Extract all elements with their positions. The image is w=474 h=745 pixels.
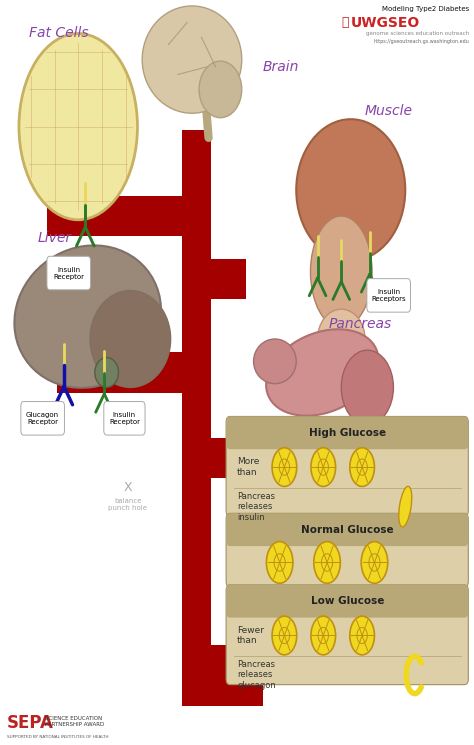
Text: Liver: Liver (37, 231, 72, 245)
Text: SCIENCE EDUCATION
PARTNERSHIP AWARD: SCIENCE EDUCATION PARTNERSHIP AWARD (45, 717, 104, 727)
Text: Fat Cells: Fat Cells (29, 26, 89, 40)
Circle shape (361, 542, 388, 583)
Text: Fewer
than: Fewer than (237, 626, 264, 645)
Circle shape (350, 448, 374, 486)
Ellipse shape (90, 291, 171, 387)
Ellipse shape (142, 6, 242, 113)
Text: Pancreas: Pancreas (328, 317, 392, 331)
FancyBboxPatch shape (226, 585, 468, 685)
Ellipse shape (95, 358, 118, 387)
Circle shape (272, 616, 297, 655)
FancyBboxPatch shape (367, 279, 410, 312)
Ellipse shape (341, 350, 393, 425)
Text: Ⓔ: Ⓔ (341, 16, 349, 29)
Bar (182, 645, 263, 685)
Circle shape (266, 542, 293, 583)
FancyBboxPatch shape (226, 416, 468, 516)
Bar (237, 438, 263, 689)
Circle shape (19, 34, 137, 220)
Text: SEPA: SEPA (7, 714, 54, 732)
Ellipse shape (310, 216, 372, 328)
Ellipse shape (318, 309, 365, 369)
Text: balance
punch hole: balance punch hole (109, 498, 147, 510)
Circle shape (311, 448, 336, 486)
Bar (211, 438, 263, 478)
Text: UWGSEO: UWGSEO (351, 16, 420, 31)
Ellipse shape (399, 486, 412, 527)
Text: Pancreas
releases
insulin: Pancreas releases insulin (237, 492, 275, 522)
FancyBboxPatch shape (226, 585, 468, 618)
Circle shape (272, 448, 297, 486)
FancyBboxPatch shape (226, 513, 468, 587)
Text: Insulin
Receptor: Insulin Receptor (109, 412, 140, 425)
Ellipse shape (296, 119, 405, 261)
Text: Pancreas
releases
glucagon: Pancreas releases glucagon (237, 660, 276, 690)
Text: Brain: Brain (263, 60, 300, 74)
Text: SUPPORTED BY NATIONAL INSTITUTES OF HEALTH: SUPPORTED BY NATIONAL INSTITUTES OF HEAL… (7, 735, 109, 739)
Bar (211, 259, 246, 299)
Bar (47, 196, 182, 236)
Text: Insulin
Receptors: Insulin Receptors (371, 289, 406, 302)
FancyBboxPatch shape (104, 402, 145, 435)
Text: X: X (124, 481, 132, 495)
Bar (57, 352, 182, 393)
Text: genome sciences education outreach: genome sciences education outreach (366, 31, 469, 37)
Ellipse shape (254, 339, 296, 384)
Ellipse shape (266, 329, 379, 416)
Circle shape (311, 616, 336, 655)
Ellipse shape (14, 245, 161, 388)
Text: Low Glucose: Low Glucose (310, 596, 384, 606)
Bar (182, 665, 263, 706)
Text: Glucagon
Receptor: Glucagon Receptor (26, 412, 59, 425)
Text: Muscle: Muscle (365, 104, 413, 118)
Text: https://gseoutreach.gs.washington.edu: https://gseoutreach.gs.washington.edu (374, 39, 469, 44)
FancyBboxPatch shape (47, 256, 91, 290)
Text: More
than: More than (237, 457, 259, 477)
Text: Normal Glucose: Normal Glucose (301, 524, 393, 535)
Text: High Glucose: High Glucose (309, 428, 386, 438)
Circle shape (350, 616, 374, 655)
Ellipse shape (199, 61, 242, 118)
FancyBboxPatch shape (226, 416, 468, 449)
Circle shape (314, 542, 340, 583)
FancyBboxPatch shape (21, 402, 64, 435)
Text: Insulin
Receptor: Insulin Receptor (53, 267, 84, 279)
Bar (182, 130, 211, 685)
Text: Modeling Type2 Diabetes: Modeling Type2 Diabetes (382, 6, 469, 12)
FancyBboxPatch shape (226, 513, 468, 546)
Bar (237, 418, 263, 458)
